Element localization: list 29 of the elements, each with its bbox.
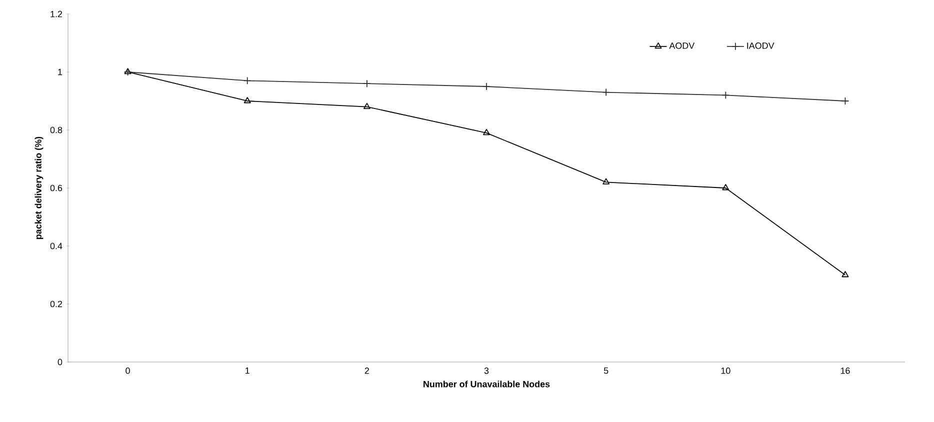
legend-label: AODV [669,42,695,49]
point [243,76,252,85]
x-tick-label: 10 [721,368,730,374]
y-tick-label: 0.6 [50,184,62,192]
y-tick-label: 1.2 [50,10,62,18]
legend-label: IAODV [747,42,774,49]
point [483,128,490,136]
point [244,97,251,104]
y-tick-label: 0 [58,358,62,366]
x-tick-label: 16 [840,368,850,374]
point [841,97,850,105]
x-tick-label: 5 [604,368,608,374]
point [722,184,730,190]
point [362,80,371,88]
y-axis-title: packet delivery ratio (%) [34,136,44,239]
x-tick-label: 0 [126,368,130,374]
point [363,102,370,109]
point [602,178,610,184]
y-tick-label: 0.8 [50,126,62,134]
point [842,271,849,278]
y-tick-label: 0.2 [50,300,62,308]
x-axis-title: Number of Unavailable Nodes [424,380,550,388]
point [722,91,730,100]
point [602,88,610,96]
y-tick-label: 1 [58,68,62,76]
x-tick-label: 2 [364,368,369,374]
y-tick-label: 0.4 [50,242,62,250]
x-tick-label: 1 [246,368,250,374]
x-tick-label: 3 [484,368,489,374]
